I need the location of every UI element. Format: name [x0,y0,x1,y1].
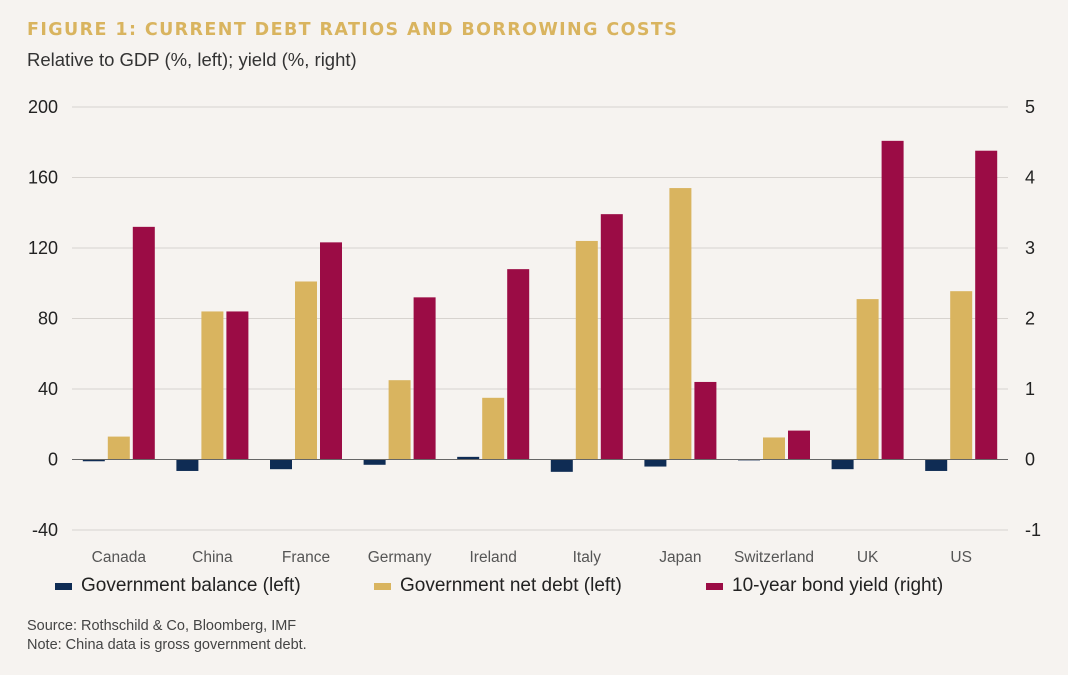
bar-yield [975,150,998,460]
bar-net-debt [388,380,411,460]
category-label: US [950,549,972,566]
source-note: Source: Rothschild & Co, Bloomberg, IMF … [27,617,307,655]
bar-net-debt [669,188,692,460]
bar-balance [82,459,105,462]
category-label: Japan [659,549,701,566]
left-tick-label: 0 [48,450,58,470]
right-tick-label: 2 [1025,309,1035,329]
bar-yield [600,214,623,460]
bar-balance [270,459,292,470]
legend-item-yield: 10-year bond yield (right) [706,575,943,597]
bar-yield [413,297,436,460]
legend-swatch-net-debt [374,582,391,590]
bar-net-debt [107,436,130,460]
category-label: Canada [92,549,147,566]
category-label: France [282,549,330,566]
category-label: Germany [368,549,432,566]
legend-item-balance: Government balance (left) [55,575,301,597]
bar-yield [881,140,904,460]
legend-label-net-debt: Government net debt (left) [400,575,622,596]
bar-balance [925,459,948,471]
category-label: Switzerland [734,549,814,566]
bar-chart: 200 160 120 80 40 0 -40 5 4 3 2 1 0 -1 Canada China Fran… [28,97,1041,566]
category-label: China [192,549,233,566]
legend-swatch-balance [55,582,72,590]
right-tick-label: 5 [1025,97,1035,117]
right-tick-label: 4 [1025,168,1035,188]
bar-net-debt [763,437,785,460]
left-tick-label: 200 [28,97,58,117]
bar-balance [176,459,199,471]
bar-net-debt [482,397,505,460]
bar-balance [363,459,386,465]
bar-net-debt [201,311,224,460]
chart-legend: Government balance (left) Government net… [0,575,1068,601]
left-tick-label: 40 [38,379,58,399]
right-tick-label: 1 [1025,379,1035,399]
bar-yield [507,269,530,460]
bar-yield [132,226,155,460]
legend-label-yield: 10-year bond yield (right) [732,575,944,596]
bar-balance [550,459,573,472]
bar-yield [320,242,342,460]
right-tick-label: 0 [1025,450,1035,470]
left-tick-label: 120 [28,238,58,258]
category-label: Ireland [469,549,516,566]
right-tick-label: -1 [1025,520,1041,540]
bar-yield [694,381,717,460]
chart-subtitle: Relative to GDP (%, left); yield (%, rig… [27,49,357,70]
bar-balance [644,459,667,467]
left-tick-label: -40 [32,520,58,540]
bar-net-debt [950,291,973,460]
bar-balance [457,456,480,460]
bar-net-debt [575,240,598,460]
left-tick-label: 80 [38,309,58,329]
bar-yield [788,430,810,460]
bar-net-debt [856,299,879,460]
category-label: Italy [573,549,602,566]
bar-yield [226,311,249,460]
bar-balance [831,459,854,470]
source-text: Source: Rothschild & Co, Bloomberg, IMF [27,618,297,634]
legend-label-balance: Government balance (left) [81,575,301,596]
right-tick-label: 3 [1025,238,1035,258]
bar-net-debt [295,281,317,460]
legend-swatch-yield [706,582,723,590]
legend-item-net-debt: Government net debt (left) [374,575,622,597]
left-tick-label: 160 [28,168,58,188]
note-text: Note: China data is gross government deb… [27,637,307,653]
category-label: UK [857,549,879,566]
chart-title: FIGURE 1: CURRENT DEBT RATIOS AND BORROW… [27,20,679,40]
